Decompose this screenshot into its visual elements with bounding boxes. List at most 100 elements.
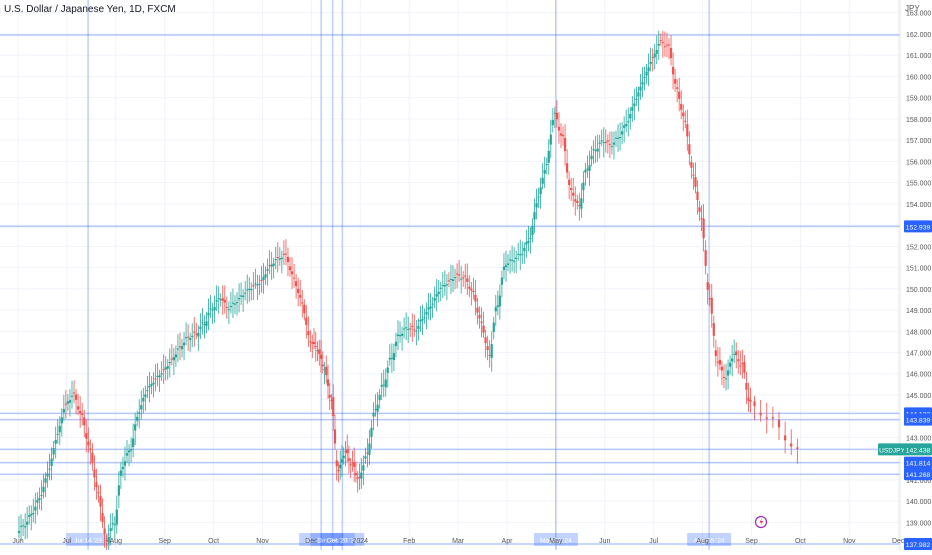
candle-body [671, 67, 675, 75]
candle-body [392, 353, 396, 360]
candle-body [272, 263, 275, 266]
candle-body [195, 333, 198, 335]
candle-body [453, 277, 457, 279]
candle-body [665, 44, 669, 46]
candle-body [451, 279, 455, 281]
price-label: 141.814 [906, 461, 931, 468]
candle-body [146, 390, 149, 392]
candle-body [478, 314, 481, 319]
candle-body [325, 366, 328, 376]
candle-body [32, 512, 35, 515]
candle-body [651, 57, 654, 59]
candle-body [240, 295, 243, 297]
candle-body [409, 328, 412, 330]
candle-body [500, 277, 504, 285]
candle-body [42, 486, 45, 493]
candle-body [460, 278, 463, 280]
candle-body [268, 265, 271, 267]
candle-body [486, 346, 489, 350]
candle-body [312, 341, 316, 345]
candle-body [625, 124, 628, 127]
price-label: 152.939 [906, 224, 931, 231]
candle-body [694, 177, 697, 187]
candle-body [56, 433, 59, 435]
symbol-label-bg [878, 443, 906, 456]
candle-body [659, 40, 662, 42]
date-marker-label: Aug 05 '24 [694, 538, 725, 545]
candle-body [347, 458, 351, 461]
candle-body [468, 286, 471, 289]
y-tick-label: 140.000 [906, 499, 931, 506]
candle-body [382, 384, 385, 386]
candle-body [326, 379, 330, 387]
date-marker-badge [533, 533, 578, 546]
y-tick-label: 156.000 [906, 159, 931, 166]
candle-body [559, 133, 563, 136]
candle-body [737, 359, 740, 362]
price-label-bg [904, 413, 932, 426]
candle-body [132, 438, 135, 448]
candle-body [521, 253, 524, 255]
candle-body [380, 385, 383, 387]
candle-body [433, 298, 436, 301]
candle-body [260, 280, 263, 282]
candle-body [488, 354, 491, 356]
candle-body [566, 163, 569, 173]
candle-body [722, 376, 726, 378]
candle-body [26, 521, 29, 525]
candle-body [376, 404, 379, 412]
candle-body [113, 524, 116, 526]
candle-body [184, 337, 188, 339]
candle-body [244, 292, 247, 294]
candle-body [561, 134, 565, 137]
candle-body [158, 375, 161, 378]
candle-body [494, 307, 497, 312]
candle-body [111, 523, 114, 525]
candle-body [172, 357, 175, 361]
candle-body [423, 317, 426, 319]
candle-body [297, 288, 300, 294]
candle-body [645, 71, 648, 76]
candle-body [215, 300, 218, 302]
candle-body [455, 273, 459, 275]
x-tick-label: Sep [158, 538, 171, 545]
candle-body [93, 469, 96, 478]
candle-body [531, 225, 534, 236]
candle-body [724, 378, 728, 380]
lightning-icon[interactable] [754, 515, 768, 529]
candle-body [36, 500, 39, 503]
candle-body [684, 120, 687, 122]
candle-body [60, 417, 63, 424]
candle-body [570, 187, 573, 191]
candle-body [349, 464, 352, 466]
candle-body [765, 417, 768, 419]
candle-body [598, 142, 601, 144]
candle-body [407, 328, 410, 330]
candle-body [733, 354, 736, 356]
candle-body [154, 378, 157, 380]
candle-body [480, 321, 483, 323]
date-marker-label: May 01 '24 [540, 538, 572, 545]
candle-body [441, 284, 444, 286]
currency-label: JPY [905, 4, 920, 13]
candle-body [706, 282, 709, 290]
candle-body [682, 112, 685, 117]
candle-body [339, 464, 342, 469]
candle-body [574, 199, 577, 202]
candle-body [303, 304, 306, 314]
candle-body [680, 104, 683, 110]
candle-body [286, 256, 290, 263]
candle-body [720, 366, 724, 371]
candle-body [229, 305, 233, 308]
candle-body [54, 439, 57, 444]
candle-body [602, 142, 605, 144]
candle-body [254, 283, 257, 285]
candle-body [280, 257, 283, 260]
candle-body [187, 336, 190, 338]
candle-body [193, 331, 196, 333]
candle-body [796, 447, 799, 449]
candle-body [563, 137, 567, 152]
candle-body [246, 289, 249, 291]
